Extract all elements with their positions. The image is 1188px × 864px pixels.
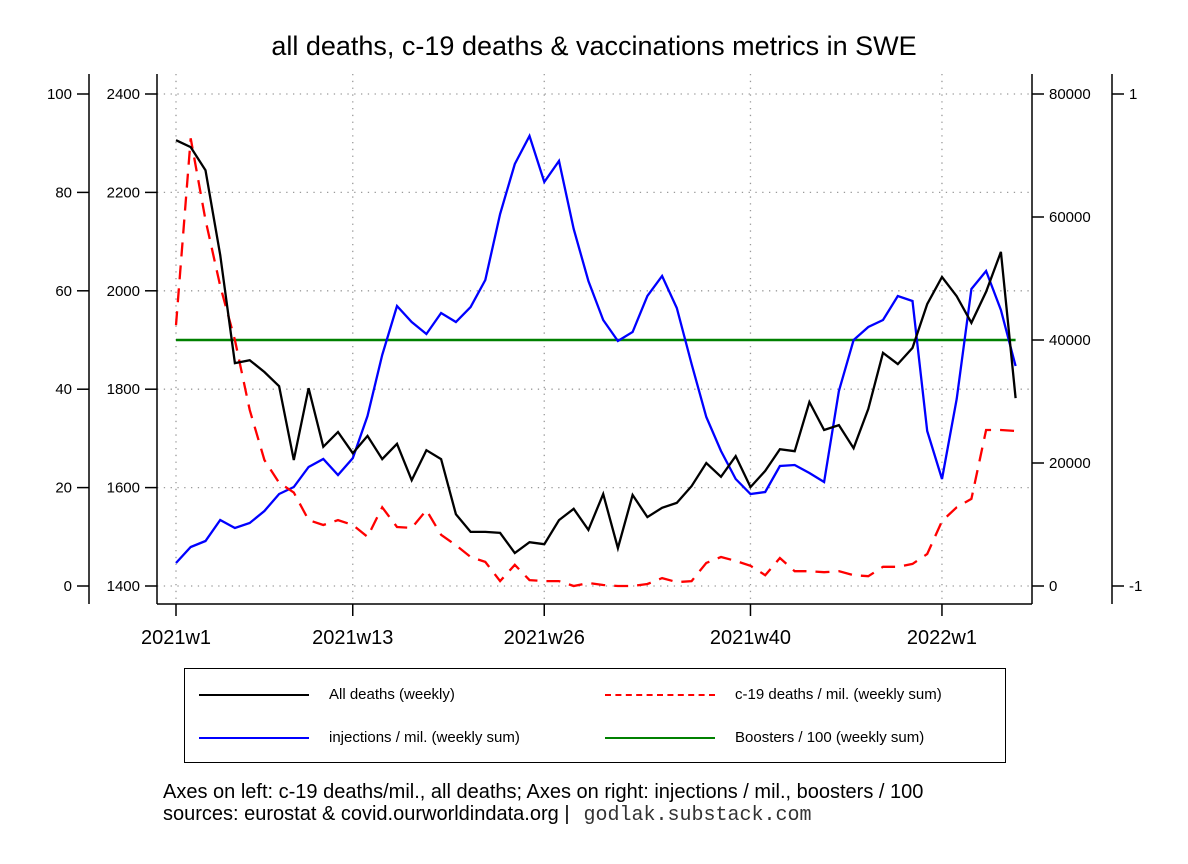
legend-swatch-all-deaths	[199, 693, 309, 696]
axis-right-inner-tick-label: 40000	[1049, 332, 1091, 349]
axis-left-outer-tick-label: 40	[55, 381, 72, 398]
footer-sources-text: sources: eurostat & covid.ourworldindata…	[163, 803, 570, 825]
legend-label: c-19 deaths / mil. (weekly sum)	[735, 686, 942, 703]
axis-left-inner-tick-label: 1600	[107, 480, 140, 497]
legend-swatch-c19-deaths	[605, 693, 715, 696]
footer-axes-note: Axes on left: c-19 deaths/mil., all deat…	[163, 781, 924, 803]
legend: All deaths (weekly) c-19 deaths / mil. (…	[184, 668, 1006, 763]
axis-right-inner-tick-label: 20000	[1049, 455, 1091, 472]
legend-item-boosters: Boosters / 100 (weekly sum)	[605, 729, 924, 746]
series-lines	[174, 133, 1017, 588]
x-axis-tick-label: 2022w1	[907, 627, 977, 649]
axis-left-inner-tick-label: 2400	[107, 86, 140, 103]
legend-swatch-boosters	[605, 736, 715, 739]
footer-credit: godlak.substack.com	[583, 804, 812, 827]
legend-swatch-injections	[199, 736, 309, 739]
axis-right-inner-tick-label: 80000	[1049, 86, 1091, 103]
footer-sources: sources: eurostat & covid.ourworldindata…	[163, 803, 812, 827]
legend-label: All deaths (weekly)	[329, 686, 455, 703]
axis-left-outer-tick-label: 20	[55, 480, 72, 497]
axis-left-inner-tick-label: 2000	[107, 283, 140, 300]
axis-right-outer-tick-label: 1	[1129, 86, 1137, 103]
axis-right-inner-tick-label: 0	[1049, 578, 1057, 595]
series-line-injections-mil-weekly-sum	[175, 133, 1017, 564]
series-line-all-deaths-weekly	[175, 139, 1017, 555]
axis-right-inner-tick-label: 60000	[1049, 209, 1091, 226]
legend-item-all-deaths: All deaths (weekly)	[199, 686, 455, 703]
x-axis-tick-label: 2021w1	[141, 627, 211, 649]
legend-label: Boosters / 100 (weekly sum)	[735, 729, 925, 746]
legend-item-c19-deaths: c-19 deaths / mil. (weekly sum)	[605, 686, 942, 703]
axes: 0 20 40 60 80 100 1400 1600 1800 2000 2200 2400 0 200…	[47, 74, 1142, 649]
axis-left-outer-tick-label: 60	[55, 283, 72, 300]
axis-right-outer-tick-label: -1	[1129, 578, 1142, 595]
series-line-c-19-deaths-mil-weekly-sum	[174, 138, 1016, 588]
x-axis-tick-label: 2021w40	[710, 627, 791, 649]
legend-label: injections / mil. (weekly sum)	[329, 729, 520, 746]
legend-item-injections: injections / mil. (weekly sum)	[199, 729, 520, 746]
axis-left-inner-tick-label: 2200	[107, 184, 140, 201]
axis-left-outer-tick-label: 80	[55, 184, 72, 201]
axis-left-outer-tick-label: 100	[47, 86, 72, 103]
x-axis-tick-label: 2021w26	[504, 627, 585, 649]
axis-left-inner-tick-label: 1400	[107, 578, 140, 595]
axis-left-inner-tick-label: 1800	[107, 381, 140, 398]
chart-title: all deaths, c-19 deaths & vaccinations m…	[271, 31, 917, 61]
axis-left-outer-tick-label: 0	[64, 578, 72, 595]
x-axis-tick-label: 2021w13	[312, 627, 393, 649]
